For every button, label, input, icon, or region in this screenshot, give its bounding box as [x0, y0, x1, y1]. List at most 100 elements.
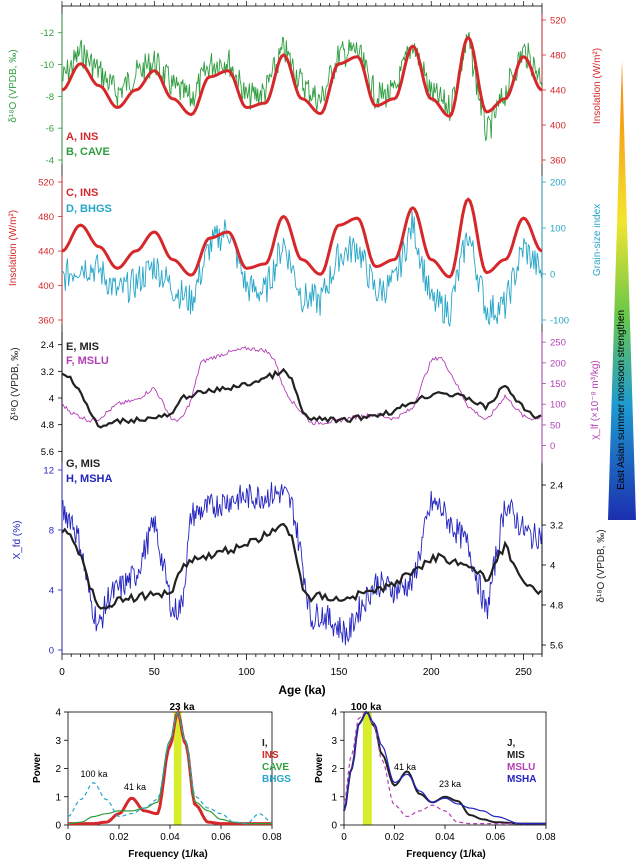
- ef-right-tick-label: 200: [550, 358, 566, 369]
- gh-left-tick-label: 12: [43, 466, 54, 477]
- series-bhgs-line: [61, 210, 543, 327]
- gh-left-tick-label: 4: [49, 586, 54, 597]
- j-x-tick-label: 0.06: [486, 832, 506, 843]
- age-tick-label: 250: [515, 667, 532, 678]
- age-tick-label: 100: [238, 667, 255, 678]
- gh-left-axis-title: X_fd (%): [12, 521, 23, 560]
- label-e-mis: E, MIS: [66, 341, 99, 353]
- ef-right-tick-label: 100: [550, 400, 566, 411]
- ef-left-tick-label: 4: [49, 394, 54, 405]
- j-x-tick-label: 0.08: [536, 832, 556, 843]
- ef-left-tick-label: 3.2: [41, 367, 54, 378]
- i-peak-100: 100 ka: [80, 769, 107, 779]
- ef-left-axis-title: δ¹⁸O (VPDB, ‰): [10, 347, 21, 420]
- i-legend-bhgs: BHGS: [262, 774, 291, 785]
- age-tick-label: 200: [423, 667, 440, 678]
- j-panel-label: J,: [507, 738, 516, 749]
- cd-right-axis-title: Grain-size index: [592, 204, 603, 276]
- ef-right-tick-label: 0: [550, 441, 555, 452]
- age-tick-label: 50: [149, 667, 161, 678]
- label-h-msha: H, MSHA: [66, 473, 113, 485]
- i-series-ins: [68, 708, 272, 826]
- label-d-bhgs: D, BHGS: [66, 203, 112, 215]
- series-mis-line-g: [61, 522, 542, 610]
- i-x-tick-label: 0.02: [109, 832, 129, 843]
- i-x-tick-label: 0: [65, 832, 71, 843]
- ef-right-tick-label: 50: [550, 420, 561, 431]
- cd-right-tick-label: 100: [550, 224, 566, 235]
- label-c-ins: C, INS: [66, 187, 98, 199]
- ab-left-tick-label: -6: [46, 124, 54, 135]
- cd-left-tick-label: 440: [38, 247, 54, 258]
- monsoon-label: East Asian summer monsoon strengthen: [616, 310, 627, 490]
- ab-right-tick-label: 400: [550, 121, 566, 132]
- cd-right-tick-label: 0: [550, 270, 555, 281]
- ef-right-tick-label: 150: [550, 379, 566, 390]
- j-y-tick-label: 1: [331, 792, 337, 803]
- gh-left-tick-label: 0: [49, 646, 54, 657]
- gh-right-tick-label: 5.6: [550, 641, 563, 652]
- i-x-tick-label: 0.08: [262, 832, 282, 843]
- ab-left-axis-title: δ¹⁸O (VPDB, ‰): [8, 49, 19, 122]
- age-axis: 0 50 100 150 200 250: [59, 1, 543, 678]
- i-series-bhgs: [67, 711, 273, 825]
- label-f-mslu: F, MSLU: [66, 355, 109, 367]
- gh-left-tick-label: 8: [49, 526, 54, 537]
- panel-gh: 0 4 8 12 2.4 3.2 4 4.8 5.6: [43, 464, 563, 657]
- j-y-tick-label: 0: [331, 821, 337, 832]
- cd-right-tick-label: -100: [550, 316, 569, 327]
- age-tick-label: 0: [59, 667, 65, 678]
- ab-left-tick-label: -12: [40, 28, 54, 39]
- gh-right-axis-title: δ¹⁸O (VPDB, ‰): [596, 529, 607, 602]
- j-peak-100: 100 ka: [351, 702, 382, 713]
- series-mis-line-e: [61, 367, 542, 429]
- monsoon-gradient-arrow: [608, 60, 636, 520]
- gh-right-tick-label: 4: [550, 561, 555, 572]
- series-ins-line-a: [61, 35, 543, 118]
- age-tick-label: 150: [331, 667, 348, 678]
- ef-right-tick-label: 250: [550, 338, 566, 349]
- j-legend-mslu: MSLU: [507, 762, 535, 773]
- i-highlight-band: [173, 712, 182, 825]
- i-y-tick-label: 2: [55, 764, 61, 775]
- j-ylabel: Power: [314, 753, 325, 783]
- j-series-msha: [343, 711, 546, 825]
- i-ylabel: Power: [32, 753, 43, 783]
- label-b-cave: B, CAVE: [66, 146, 110, 158]
- ab-right-axis-title: Insolation (W/m²): [592, 48, 603, 124]
- j-peak-23: 23 ka: [439, 779, 461, 789]
- j-y-tick-label: 2: [331, 764, 337, 775]
- j-y-tick-label: 3: [331, 736, 337, 747]
- i-y-tick-label: 4: [55, 708, 61, 719]
- cd-left-tick-label: 360: [38, 316, 54, 327]
- series-msha-line: [61, 482, 543, 646]
- j-series-mslu: [343, 711, 546, 825]
- i-y-tick-label: 0: [55, 821, 61, 832]
- ab-right-tick-label: 440: [550, 86, 566, 97]
- ef-left-tick-label: 2.4: [41, 340, 54, 351]
- ab-left-tick-label: -4: [46, 156, 54, 167]
- i-x-tick-label: 0.06: [211, 832, 231, 843]
- i-y-tick-label: 1: [55, 792, 61, 803]
- cd-left-tick-label: 400: [38, 281, 54, 292]
- j-peak-41: 41 ka: [394, 762, 416, 772]
- cd-right-tick-label: 200: [550, 178, 566, 189]
- cd-left-tick-label: 480: [38, 212, 54, 223]
- j-x-tick-label: 0: [341, 832, 347, 843]
- panel-cd: 360 400 440 480 520 -100 0 100 200: [38, 176, 569, 327]
- i-legend-cave: CAVE: [262, 762, 289, 773]
- i-peak-23: 23 ka: [169, 702, 194, 713]
- ab-left-tick-label: -10: [40, 60, 54, 71]
- ef-right-axis-title: χ_lf (×10⁻⁸ m³/kg): [590, 360, 601, 440]
- panel-ab: -12 -10 -8 -6 -4 360 400 440 480 520: [40, 14, 566, 167]
- ab-right-tick-label: 520: [550, 16, 566, 27]
- series-mslu-line: [61, 345, 541, 426]
- ab-right-tick-label: 480: [550, 51, 566, 62]
- age-axis-title: Age (ka): [278, 683, 325, 697]
- j-xlabel: Frequency (1/ka): [406, 849, 485, 860]
- cd-left-tick-label: 520: [38, 178, 54, 189]
- j-legend-mis: MIS: [507, 750, 525, 761]
- i-series-cave: [67, 711, 272, 825]
- i-y-tick-label: 3: [55, 736, 61, 747]
